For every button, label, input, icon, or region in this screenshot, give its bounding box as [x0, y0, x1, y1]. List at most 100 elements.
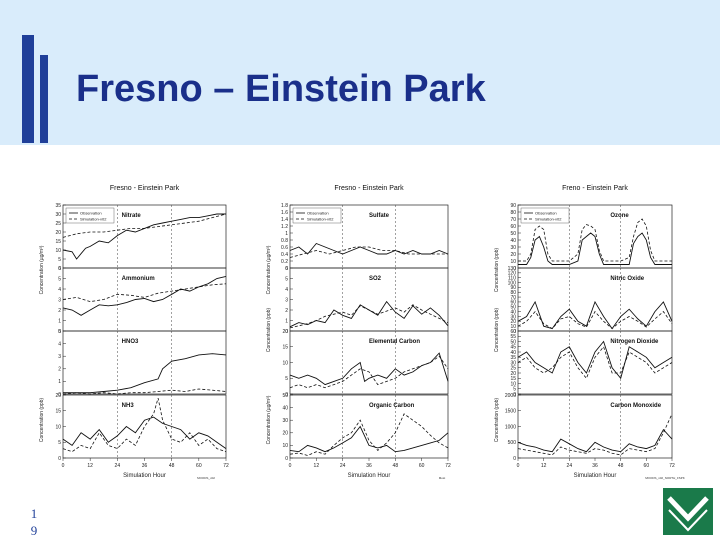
y-tick-label: 5	[285, 276, 288, 282]
y-tick-label: 10	[510, 324, 516, 330]
y-tick-label: 20	[510, 371, 516, 377]
x-tick-label: 60	[196, 463, 202, 469]
series-simulation-line	[62, 213, 227, 238]
y-tick-label: 3	[285, 297, 288, 303]
figure-background	[40, 170, 680, 490]
x-tick-label: 24	[340, 463, 346, 469]
x-tick-label: 0	[62, 463, 65, 469]
title-banner: Fresno – Einstein Park	[0, 0, 720, 145]
y-axis-label: Concentration (ppb)	[494, 308, 500, 353]
series-observation-line	[518, 232, 672, 265]
series-simulation-line	[62, 283, 227, 303]
y-tick-label: 1.4	[281, 217, 288, 223]
y-tick-label: 1.6	[281, 210, 288, 216]
x-axis-label: Simulation Hour	[348, 473, 391, 479]
y-tick-label: 2	[58, 308, 61, 314]
y-axis-label: Concentration (ppb)	[266, 308, 272, 353]
accent-bar-thick	[22, 35, 34, 143]
y-axis-label: Concentration (ppb)	[494, 398, 500, 443]
panel-label: Carbon Monoxide	[610, 403, 661, 409]
x-tick-label: 36	[366, 463, 372, 469]
y-tick-label: 1	[58, 318, 61, 324]
y-tick-label: 40	[510, 309, 516, 315]
y-axis-label: Concentration (µg/m³)	[39, 245, 45, 294]
y-tick-label: 6	[58, 266, 61, 272]
y-tick-label: 2000	[505, 393, 516, 399]
x-tick-label: 72	[669, 463, 675, 469]
y-tick-label: 5	[513, 387, 516, 393]
y-tick-label: 0	[513, 329, 516, 335]
y-tick-label: 0.6	[281, 245, 288, 251]
panel-organic-carbon: 0 10 20 30 40 50 Organic Carbon	[282, 393, 449, 462]
y-tick-label: 45	[510, 345, 516, 351]
x-tick-label: 0	[289, 463, 292, 469]
series-simulation-line	[289, 304, 449, 329]
slide-number: 1 9	[28, 505, 40, 539]
y-tick-label: 500	[508, 440, 517, 446]
y-tick-label: 15	[510, 376, 516, 382]
legend-box	[520, 207, 570, 224]
y-tick-label: 1500	[505, 409, 516, 415]
y-tick-label: 50	[282, 393, 288, 399]
y-tick-label: 5	[58, 276, 61, 282]
series-observation-line	[289, 425, 449, 453]
y-tick-label: 15	[55, 409, 61, 415]
legend-label-observation: Observation	[80, 211, 102, 216]
y-tick-label: 0.2	[281, 259, 288, 265]
panel-frame	[62, 330, 227, 395]
y-tick-label: 100	[508, 280, 517, 286]
y-axis-label: Concentration (µg/m³)	[266, 395, 272, 444]
chart-1: Fresno - Einstein Park Concentration (µg/…	[39, 185, 229, 480]
y-tick-label: 50	[510, 231, 516, 237]
y-tick-label: 5	[58, 257, 61, 263]
y-axis-label: Concentration (µg/m³)	[266, 245, 272, 294]
y-tick-label: 1.8	[281, 203, 288, 209]
panel-label: NH3	[122, 403, 135, 409]
y-tick-label: 5	[58, 329, 61, 335]
x-tick-label: 0	[517, 463, 520, 469]
y-tick-label: 35	[510, 355, 516, 361]
panel-label: Elemental Carbon	[369, 339, 420, 345]
y-tick-label: 5	[58, 440, 61, 446]
y-tick-label: 10	[510, 259, 516, 265]
y-tick-label: 90	[510, 203, 516, 209]
series-simulation-line	[289, 413, 449, 456]
x-tick-label: 36	[592, 463, 598, 469]
x-tick-label: 12	[314, 463, 320, 469]
y-tick-label: 20	[282, 329, 288, 335]
y-tick-label: 4	[58, 341, 61, 347]
y-tick-label: 0	[58, 392, 61, 398]
panel-carbon-monoxide: 0 500 1000 1500 2000 Carbon Monoxide	[505, 393, 673, 462]
y-tick-label: 60	[510, 300, 516, 306]
y-tick-label: 80	[510, 210, 516, 216]
y-tick-label: 0	[285, 392, 288, 398]
y-tick-label: 40	[282, 405, 288, 411]
x-tick-label: 48	[169, 463, 175, 469]
series-simulation-line	[289, 246, 448, 258]
series-observation-line	[289, 242, 449, 255]
y-tick-label: 1	[285, 231, 288, 237]
panel-label: Nitric Oxide	[610, 276, 644, 282]
y-tick-label: 25	[510, 366, 516, 372]
y-tick-label: 50	[510, 305, 516, 311]
panel-elemental-carbon: 0 5 10 15 20 Elemental Carbon	[282, 329, 449, 398]
legend-label-observation: Observation	[307, 211, 329, 216]
y-tick-label: 120	[508, 271, 517, 277]
x-tick-label: 60	[419, 463, 425, 469]
y-tick-label: 4	[58, 287, 61, 293]
legend-label-observation: Observation	[535, 211, 557, 216]
chart-title: Fresno - Einstein Park	[110, 185, 180, 192]
y-tick-label: 0	[513, 392, 516, 398]
x-tick-label: 48	[618, 463, 624, 469]
y-tick-label: 2	[58, 367, 61, 373]
y-tick-label: 30	[510, 245, 516, 251]
y-tick-label: 2	[285, 308, 288, 314]
panel-label: Organic Carbon	[369, 403, 415, 409]
panel-label: Nitrogen Dioxide	[610, 339, 659, 345]
legend-label-simulation: Simulation-v02	[535, 217, 562, 222]
x-tick-label: 72	[223, 463, 229, 469]
